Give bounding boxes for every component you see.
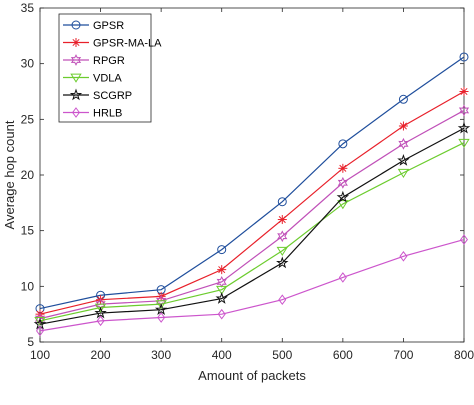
series-line-vdla — [39, 142, 465, 322]
data-point-hrlb — [217, 308, 226, 320]
data-point-scgrp — [154, 303, 168, 315]
data-point-scgrp — [457, 121, 471, 134]
data-point-scgrp — [336, 190, 350, 203]
data-point-vdla — [397, 168, 410, 179]
data-point-scgrp — [94, 306, 107, 319]
data-point-gpsr — [338, 139, 348, 149]
ticks-layer: 100 200 300 400 500 600 700 800 5 10 15 20 25 30 35 — [21, 1, 474, 362]
data-point-rpgr — [398, 137, 409, 150]
data-point-gpsr — [459, 52, 469, 62]
data-point-vdla — [458, 138, 470, 148]
data-point-hrlb — [278, 294, 287, 306]
data-point-scgrp — [215, 292, 228, 304]
y-tick-label: 35 — [21, 1, 35, 15]
data-point-vdla — [155, 300, 167, 310]
data-point-gpsr — [217, 245, 227, 255]
legend-label: HRLB — [93, 108, 122, 120]
series-rpgr — [34, 104, 470, 325]
x-tick-label: 400 — [212, 348, 232, 362]
legend-marker-scgrp — [69, 88, 83, 101]
x-tick-label: 100 — [30, 348, 50, 362]
x-tick-label: 600 — [333, 348, 353, 362]
x-tick-label: 700 — [393, 348, 413, 362]
y-tick-label: 20 — [21, 168, 35, 182]
legend-label: SCGRP — [93, 90, 132, 102]
y-tick-label: 10 — [21, 279, 35, 293]
legend-marker-rpgr — [70, 54, 82, 66]
legend-label: GPSR-MA-LA — [93, 38, 162, 50]
legend-marker-vdla — [70, 73, 82, 83]
y-tick-label: 25 — [21, 112, 35, 126]
data-point-rpgr — [277, 230, 288, 243]
data-point-scgrp — [397, 154, 410, 166]
data-point-vdla — [337, 200, 349, 210]
legend-item-hrlb: HRLB — [63, 107, 122, 120]
data-point-gpsr — [277, 197, 287, 207]
legend: GPSR GPSR-MA-LA RPGR VDLA SCGRP HRLB — [58, 13, 162, 123]
data-point-hrlb — [157, 312, 166, 323]
legend-items: GPSR GPSR-MA-LA RPGR VDLA SCGRP HRLB — [63, 20, 162, 120]
data-point-gpsr-ma-la — [338, 163, 348, 173]
data-point-hrlb — [338, 272, 347, 283]
series-vdla — [34, 138, 470, 327]
data-point-vdla — [94, 303, 107, 313]
data-point-hrlb — [36, 325, 44, 337]
series-hrlb — [36, 234, 468, 337]
y-tick-label: 15 — [21, 224, 35, 238]
data-point-rpgr — [34, 312, 46, 325]
legend-box — [58, 13, 152, 123]
data-point-vdla — [276, 246, 288, 256]
data-point-gpsr-ma-la — [217, 265, 227, 275]
legend-marker-gpsr — [71, 20, 81, 30]
legend-item-rpgr: RPGR — [63, 54, 125, 67]
x-tick-label: 800 — [454, 348, 474, 362]
data-point-rpgr — [337, 176, 348, 189]
series-line-gpsr — [39, 56, 465, 310]
data-point-scgrp — [276, 256, 289, 269]
legend-item-vdla: VDLA — [63, 73, 122, 85]
legend-item-gpsr: GPSR — [63, 20, 124, 32]
data-point-hrlb — [96, 315, 105, 327]
data-point-hrlb — [460, 234, 468, 245]
y-tick-label: 5 — [27, 335, 34, 349]
x-tick-label: 500 — [272, 348, 292, 362]
legend-item-scgrp: SCGRP — [63, 88, 132, 102]
x-tick-label: 200 — [91, 348, 111, 362]
x-tick-label: 300 — [151, 348, 171, 362]
data-point-gpsr — [398, 94, 408, 104]
data-point-gpsr-ma-la — [459, 87, 469, 96]
data-point-vdla — [34, 316, 46, 327]
legend-label: VDLA — [93, 73, 122, 85]
legend-marker-gpsr-ma-la — [71, 38, 81, 47]
series-layer — [33, 52, 471, 337]
y-tick-label: 30 — [21, 57, 35, 71]
legend-label: RPGR — [93, 55, 125, 67]
data-point-vdla — [216, 285, 228, 295]
series-line-rpgr — [39, 109, 465, 320]
legend-marker-hrlb — [72, 107, 80, 118]
y-axis-title: Average hop count — [2, 120, 17, 229]
legend-label: GPSR — [93, 20, 124, 32]
series-scgrp — [33, 121, 471, 330]
data-point-gpsr-ma-la — [277, 215, 287, 225]
series-line-hrlb — [39, 238, 465, 332]
data-point-rpgr — [458, 104, 470, 117]
data-point-hrlb — [399, 250, 408, 262]
series-line-gpsr-ma-la — [39, 90, 465, 315]
legend-item-gpsr-ma-la: GPSR-MA-LA — [63, 38, 162, 50]
data-point-gpsr-ma-la — [398, 121, 408, 131]
series-line-scgrp — [39, 127, 465, 325]
x-axis-title: Amount of packets — [198, 368, 306, 383]
